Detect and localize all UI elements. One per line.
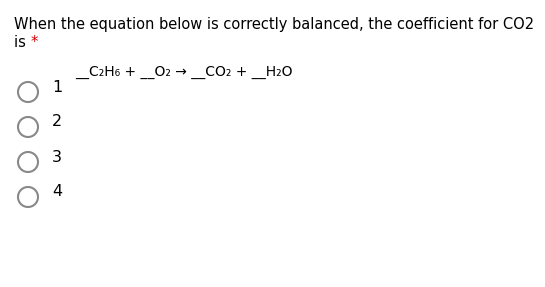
Text: 4: 4: [52, 185, 62, 199]
Text: 3: 3: [52, 150, 62, 164]
Text: *: *: [31, 35, 38, 50]
Text: 2: 2: [52, 115, 62, 129]
Text: __C₂H₆ + __O₂ → __CO₂ + __H₂O: __C₂H₆ + __O₂ → __CO₂ + __H₂O: [75, 65, 293, 79]
Text: 1: 1: [52, 79, 62, 94]
Text: is: is: [14, 35, 31, 50]
Text: When the equation below is correctly balanced, the coefficient for CO2: When the equation below is correctly bal…: [14, 17, 534, 32]
